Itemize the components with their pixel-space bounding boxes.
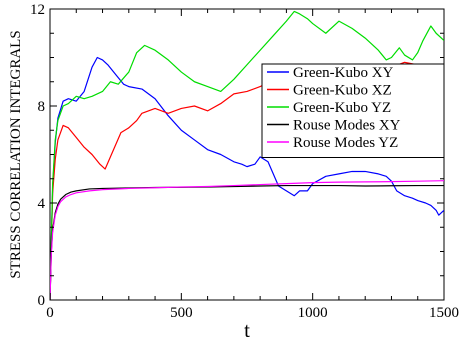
series-line-rouse-modes-yz (50, 180, 444, 300)
x-tick-label: 0 (46, 305, 54, 321)
x-axis-title: t (244, 318, 250, 342)
x-tick-label: 1000 (298, 305, 328, 321)
series-line-rouse-modes-xy (50, 184, 444, 300)
y-tick-label: 12 (30, 2, 45, 18)
legend-label-green-kubo-xz: Green-Kubo XZ (293, 83, 392, 99)
y-tick-label: 4 (38, 196, 46, 212)
y-axis-title: STRESS CORRELATION INTEGRALS (8, 30, 24, 278)
legend-label-rouse-modes-yz: Rouse Modes YZ (293, 135, 398, 151)
x-tick-label: 1500 (429, 305, 459, 321)
legend-label-green-kubo-yz: Green-Kubo YZ (293, 100, 391, 116)
y-tick-label: 8 (38, 99, 46, 115)
legend-label-green-kubo-xy: Green-Kubo XY (293, 65, 394, 81)
ticks-layer (49, 8, 445, 301)
legend-box (261, 63, 445, 158)
x-tick-label: 500 (170, 305, 193, 321)
series-line-green-kubo-xy (50, 56, 444, 300)
y-tick-label: 0 (38, 293, 46, 309)
series-line-green-kubo-yz (50, 10, 444, 300)
legend-label-rouse-modes-xy: Rouse Modes XY (293, 118, 401, 134)
